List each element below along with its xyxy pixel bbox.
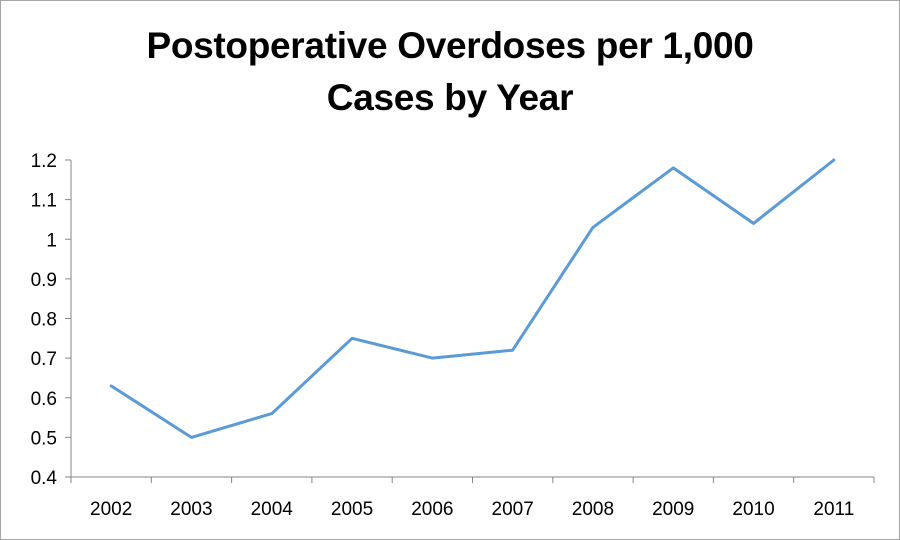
data-point <box>752 222 755 225</box>
y-tick-label: 0.4 <box>31 468 58 489</box>
y-tick-label: 0.5 <box>31 428 57 449</box>
data-point <box>270 412 273 415</box>
series-line <box>109 158 836 439</box>
chart-title-line-1: Postoperative Overdoses per 1,000 <box>146 25 754 66</box>
x-tick-label: 2004 <box>251 499 294 520</box>
x-tick-label: 2007 <box>492 499 534 520</box>
x-tick-label: 2003 <box>170 499 212 520</box>
y-tick-label: 1.2 <box>31 151 57 172</box>
chart-title-line-2: Cases by Year <box>326 77 574 118</box>
x-tick-label: 2005 <box>331 499 373 520</box>
y-tick-label: 1.1 <box>31 191 57 212</box>
data-point <box>190 436 193 439</box>
data-point <box>110 384 113 387</box>
x-tick-label: 2008 <box>572 499 614 520</box>
y-tick-label: 0.6 <box>31 389 57 410</box>
x-tick-label: 2011 <box>813 499 854 520</box>
data-point <box>672 166 675 169</box>
y-tick-label: 1 <box>46 230 57 251</box>
chart-title: Postoperative Overdoses per 1,000 Cases … <box>0 20 900 124</box>
x-tick-label: 2006 <box>411 499 453 520</box>
y-tick-label: 0.8 <box>31 310 57 331</box>
data-point <box>511 349 514 352</box>
x-tick-label: 2010 <box>732 499 774 520</box>
data-point <box>431 357 434 360</box>
y-tick-label: 0.7 <box>31 349 57 370</box>
data-point <box>351 337 354 340</box>
data-point <box>591 226 594 229</box>
data-point <box>832 159 835 162</box>
x-tick-label: 2002 <box>90 499 132 520</box>
y-tick-label: 0.9 <box>31 270 57 291</box>
x-tick-label: 2009 <box>652 499 694 520</box>
